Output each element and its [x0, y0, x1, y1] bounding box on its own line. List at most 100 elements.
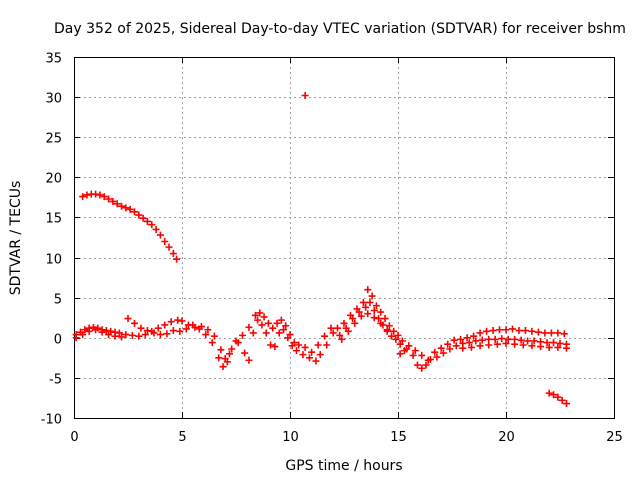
- data-point: [334, 324, 342, 332]
- ticks: 0 5 10 15 20 25 -10 -5 0 5 10 15 20 25 30 35: [41, 52, 623, 446]
- data-point: [223, 358, 231, 366]
- data-point: [167, 318, 175, 326]
- data-point: [355, 308, 363, 316]
- data-point: [202, 331, 210, 339]
- data-point: [105, 331, 113, 339]
- data-point: [148, 221, 156, 229]
- data-point: [336, 331, 344, 339]
- data-point: [534, 328, 542, 336]
- y-tick-label: -10: [41, 413, 62, 428]
- data-point: [269, 324, 277, 332]
- data-point: [174, 316, 182, 324]
- data-point: [396, 340, 404, 348]
- data-point: [504, 335, 512, 343]
- data-point: [156, 231, 164, 239]
- data-point: [541, 329, 549, 337]
- data-point: [111, 332, 119, 340]
- data-point: [210, 332, 218, 340]
- data-point: [130, 319, 138, 327]
- data-point: [396, 350, 404, 358]
- data-point: [301, 92, 309, 100]
- data-point: [377, 319, 385, 327]
- data-point: [275, 329, 283, 337]
- data-point: [176, 327, 184, 335]
- data-point: [390, 327, 398, 335]
- data-point: [150, 329, 158, 337]
- data-points: [72, 92, 570, 408]
- data-point: [485, 341, 493, 349]
- x-axis-label: GPS time / hours: [285, 458, 402, 474]
- y-tick-label: 30: [45, 92, 62, 107]
- data-point: [102, 327, 110, 335]
- data-point: [550, 339, 558, 347]
- data-point: [452, 342, 460, 350]
- data-point: [392, 335, 400, 343]
- data-point: [359, 298, 367, 306]
- data-point: [267, 341, 275, 349]
- data-point: [288, 342, 296, 350]
- data-point: [260, 313, 268, 321]
- data-point: [234, 339, 242, 347]
- data-point: [338, 335, 346, 343]
- x-tick-label: 5: [178, 430, 186, 445]
- data-point: [388, 332, 396, 340]
- data-point: [83, 191, 91, 199]
- data-point: [238, 331, 246, 339]
- data-point: [105, 195, 113, 203]
- y-tick-label: 35: [45, 52, 62, 67]
- data-point: [182, 325, 190, 333]
- data-point: [251, 311, 259, 319]
- data-point: [173, 255, 181, 263]
- data-point: [245, 323, 253, 331]
- data-point: [301, 343, 309, 351]
- data-point: [277, 316, 285, 324]
- data-point: [143, 327, 151, 335]
- plot-area-border: [74, 57, 615, 419]
- data-point: [169, 327, 177, 335]
- chart-title: Day 352 of 2025, Sidereal Day-to-day VTE…: [54, 21, 626, 37]
- series-early-high-band: [79, 190, 181, 263]
- data-point: [562, 344, 570, 352]
- data-point: [163, 330, 171, 338]
- data-point: [98, 328, 106, 336]
- data-point: [377, 308, 385, 316]
- data-point: [139, 214, 147, 222]
- data-point: [282, 322, 290, 330]
- data-point: [463, 334, 471, 342]
- data-point: [400, 347, 408, 355]
- data-point: [496, 326, 504, 334]
- data-point: [219, 363, 227, 371]
- data-point: [560, 330, 568, 338]
- data-point: [431, 348, 439, 356]
- data-point: [295, 341, 303, 349]
- data-point: [254, 316, 262, 324]
- data-point: [528, 327, 536, 335]
- data-point: [472, 337, 480, 345]
- data-point: [204, 326, 212, 334]
- data-point: [476, 329, 484, 337]
- data-point: [422, 361, 430, 369]
- data-point: [554, 329, 562, 337]
- data-point: [258, 321, 266, 329]
- data-point: [508, 325, 516, 333]
- data-point: [502, 339, 510, 347]
- data-point: [169, 250, 177, 258]
- data-point: [135, 211, 143, 219]
- data-point: [465, 339, 473, 347]
- data-point: [256, 309, 264, 317]
- data-point: [81, 326, 89, 334]
- data-point: [470, 332, 478, 340]
- data-point: [141, 331, 149, 339]
- y-tick-label: 0: [54, 333, 62, 348]
- data-point: [137, 324, 145, 332]
- data-point: [545, 343, 553, 351]
- data-point: [547, 329, 555, 337]
- data-point: [109, 197, 117, 205]
- data-point: [366, 298, 374, 306]
- data-point: [161, 321, 169, 329]
- data-point: [550, 391, 558, 399]
- y-tick-label: 5: [54, 293, 62, 308]
- x-tick-label: 15: [390, 430, 407, 445]
- y-tick-label: -5: [49, 373, 62, 388]
